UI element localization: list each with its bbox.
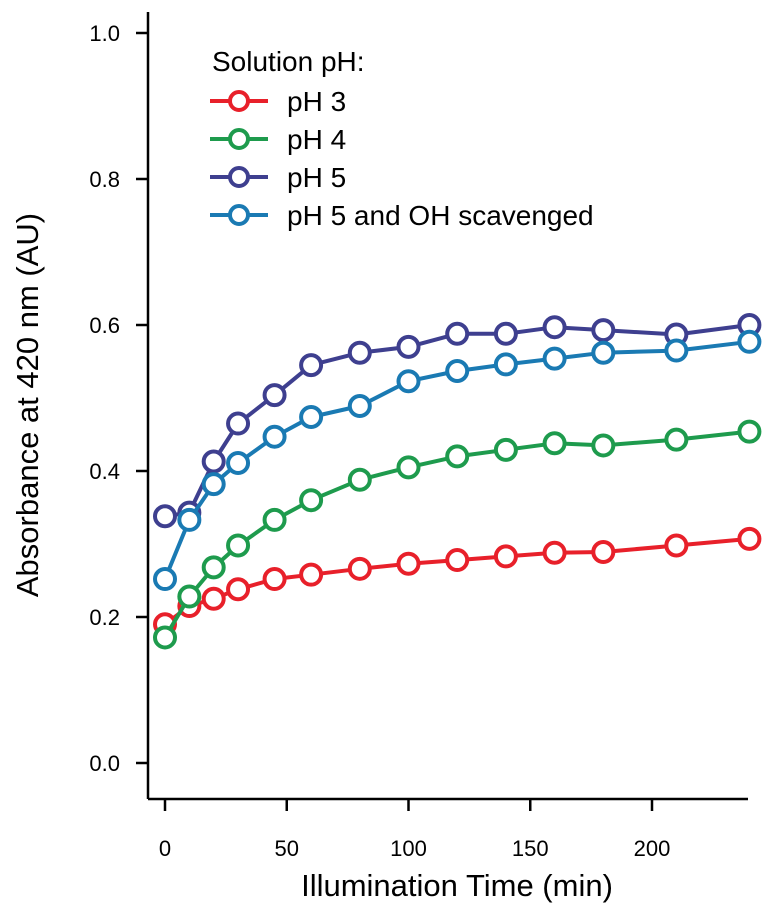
legend-swatch-marker [228,204,250,226]
legend-label: pH 3 [287,86,346,117]
series-4 [153,329,762,592]
data-point [347,340,372,365]
data-point [591,340,616,365]
data-point [445,321,470,346]
y-tick-label: 0.8 [89,167,120,192]
x-axis-title: Illumination Time (min) [301,868,613,903]
data-point [153,567,177,592]
data-point [201,472,226,497]
legend-entry: pH 5 and OH scavenged [210,200,594,231]
data-point [445,444,470,469]
data-point [737,419,762,444]
x-tick-label: 150 [512,836,549,861]
legend-title: Solution pH: [212,46,365,77]
legend-swatch-marker [228,128,250,150]
data-point [396,369,421,394]
data-point [396,455,421,480]
data-point [664,338,689,363]
axes: 0.0 0.2 0.4 0.6 0.8 1.0 0 50 100 150 200 [89,12,748,861]
data-point [226,411,251,436]
series-2 [153,419,762,650]
series-layer [153,313,762,650]
y-axis-title: Absorbance at 420 nm (AU) [10,213,45,597]
data-point [493,544,518,569]
data-point [299,488,324,513]
data-point [542,431,567,456]
data-point [201,586,226,611]
data-point [542,540,567,565]
legend-swatch-marker [228,166,250,188]
legend-entry: pH 5 [210,162,346,193]
data-point [153,504,177,529]
y-ticks: 0.0 0.2 0.4 0.6 0.8 1.0 [89,21,148,776]
data-point [445,358,470,383]
x-tick-label: 50 [275,836,299,861]
series-line [164,323,750,519]
data-point [445,548,470,573]
y-tick-label: 1.0 [89,21,120,46]
data-point [201,555,226,580]
data-point [493,437,518,462]
data-point [396,551,421,576]
legend-entry: pH 3 [210,86,346,117]
data-point [226,450,251,475]
legend-label: pH 4 [287,124,346,155]
x-ticks: 0 50 100 150 200 [159,799,670,861]
data-point [262,507,287,532]
data-point [664,533,689,558]
x-tick-label: 200 [634,836,671,861]
data-point [542,315,567,340]
data-point [226,577,251,602]
data-point [493,352,518,377]
y-tick-label: 0.2 [89,605,120,630]
data-point [201,449,226,474]
data-point [493,321,518,346]
x-tick-label: 0 [159,836,171,861]
legend-label: pH 5 and OH scavenged [287,200,594,231]
data-point [299,353,324,378]
data-point [396,334,421,359]
data-point [347,394,372,419]
series-1 [153,526,762,637]
data-point [591,318,616,343]
data-point [299,404,324,429]
data-point [262,424,287,449]
data-point [737,329,762,354]
data-point [542,346,567,371]
legend-swatch-marker [228,90,250,112]
data-point [347,467,372,492]
data-point [737,526,762,551]
data-point [347,556,372,581]
data-point [177,507,202,532]
data-point [591,540,616,565]
data-point [262,383,287,408]
data-point [664,427,689,452]
legend-entry: pH 4 [210,124,346,155]
y-tick-label: 0.4 [89,459,120,484]
data-point [299,562,324,587]
y-tick-label: 0.6 [89,313,120,338]
data-point [262,567,287,592]
data-point [591,433,616,458]
data-point [153,625,177,650]
legend-label: pH 5 [287,162,346,193]
x-tick-label: 100 [390,836,427,861]
data-point [177,584,202,609]
y-tick-label: 0.0 [89,751,120,776]
data-point [226,533,251,558]
legend: Solution pH: pH 3 pH 4 pH 5 pH 5 and OH sca… [210,46,594,231]
